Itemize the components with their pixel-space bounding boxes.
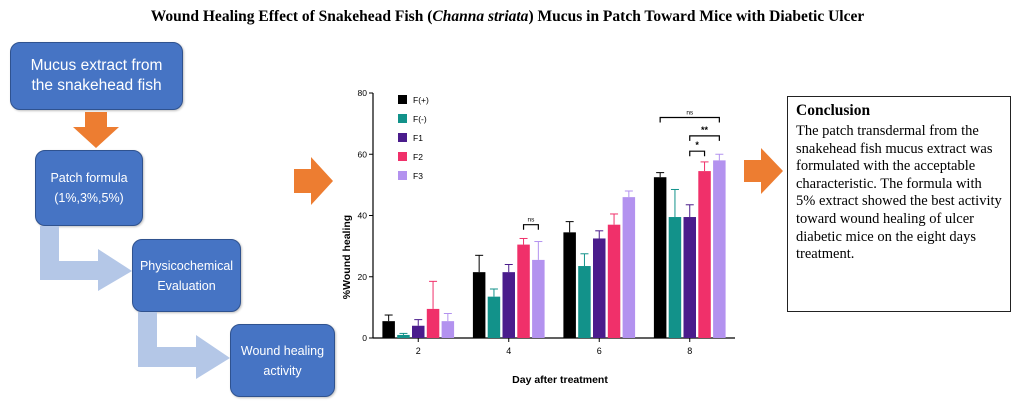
bar	[563, 232, 576, 338]
mucus-extract-box: Mucus extract from the snakehead fish	[10, 42, 183, 110]
y-tick-label: 60	[358, 149, 368, 159]
significance-label: **	[701, 125, 709, 135]
bar	[622, 197, 636, 338]
legend-label: F1	[413, 133, 423, 143]
x-tick-label: 2	[416, 346, 421, 356]
wound-healing-chart: 0 20 40 60 80 2 4 6 8 ns ns *** F(+) F(-) F1 F2 F3 %Wo…	[341, 88, 735, 386]
physicochemical-box: Physicochemical Evaluation	[132, 239, 241, 312]
x-tick-label: 8	[687, 346, 692, 356]
mucus-extract-line-2: the snakehead fish	[31, 77, 162, 94]
right-arrow-icon-1	[294, 157, 333, 205]
legend-label: F2	[413, 152, 423, 162]
mucus-extract-line-1: Mucus extract from	[30, 57, 163, 74]
down-arrow-icon	[73, 112, 119, 148]
wound-healing-line-2: activity	[263, 363, 302, 378]
patch-formula-line-1: Patch formula	[50, 171, 128, 185]
title-suffix: ) Mucus in Patch Toward Mice with Diabet…	[528, 8, 865, 25]
chart-bars	[382, 160, 726, 338]
bar	[472, 272, 486, 338]
y-tick-label: 20	[358, 272, 368, 282]
bar	[653, 177, 667, 338]
x-axis-label: Day after treatment	[512, 374, 608, 386]
chart-legend: F(+) F(-) F1 F2 F3	[398, 95, 429, 181]
physicochemical-line-2: Evaluation	[157, 278, 216, 293]
title-prefix: Wound Healing Effect of Snakehead Fish (	[150, 8, 433, 25]
bar	[487, 296, 501, 338]
bar	[578, 266, 591, 338]
legend-label: F(-)	[413, 114, 427, 124]
wound-healing-box: Wound healing activity	[230, 324, 335, 397]
physicochemical-line-1: Physicochemical	[139, 258, 234, 273]
significance-bracket	[689, 150, 706, 157]
chart-significance: ns ns ***	[522, 110, 720, 230]
significance-label: ns	[686, 110, 694, 117]
bar	[426, 308, 440, 338]
bar	[502, 272, 515, 338]
title-species: Channa striata	[432, 8, 529, 25]
legend-swatch	[398, 152, 407, 161]
bar	[532, 259, 545, 338]
bar	[698, 171, 711, 338]
x-tick-label: 4	[506, 346, 511, 356]
bar	[412, 325, 425, 338]
legend-label: F3	[413, 171, 423, 181]
bar	[517, 244, 530, 338]
legend-swatch	[398, 95, 407, 104]
conclusion-heading: Conclusion	[796, 102, 871, 119]
conclusion-box: Conclusion The patch transdermal from th…	[787, 96, 1011, 312]
bar	[683, 217, 696, 338]
bar	[593, 238, 606, 338]
y-axis-label: %Wound healing	[341, 215, 353, 299]
patch-formula-box: Patch formula (1%,3%,5%)	[35, 150, 143, 226]
chart-error-bars	[384, 153, 724, 335]
y-tick-label: 0	[362, 333, 367, 343]
significance-bracket	[659, 116, 720, 123]
bar	[668, 217, 682, 338]
bar	[382, 321, 395, 338]
y-tick-label: 40	[358, 211, 368, 221]
bar	[607, 224, 621, 338]
patch-formula-line-2: (1%,3%,5%)	[54, 191, 124, 205]
legend-label: F(+)	[413, 95, 429, 105]
wound-healing-line-1: Wound healing	[240, 343, 325, 358]
significance-label: ns	[528, 217, 536, 224]
bar	[397, 334, 410, 338]
legend-swatch	[398, 171, 407, 180]
legend-swatch	[398, 114, 407, 123]
significance-bracket	[689, 135, 720, 141]
significance-bracket	[522, 224, 539, 230]
conclusion-text: The patch transdermal from the snakehead…	[796, 123, 1002, 263]
y-tick-label: 80	[358, 88, 368, 98]
page-title: Wound Healing Effect of Snakehead Fish (…	[0, 8, 1015, 26]
bent-arrow-icon-1	[40, 226, 132, 291]
significance-label: *	[695, 140, 699, 150]
x-tick-label: 6	[597, 346, 602, 356]
bent-arrow-icon-2	[138, 312, 230, 379]
bar	[441, 321, 455, 338]
legend-swatch	[398, 133, 407, 142]
right-arrow-icon-2	[744, 148, 783, 194]
bar	[713, 160, 726, 338]
